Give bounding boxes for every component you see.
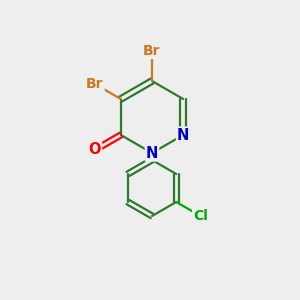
- Text: Br: Br: [86, 77, 104, 91]
- Text: N: N: [146, 146, 158, 160]
- Text: Br: Br: [143, 44, 161, 58]
- Text: Cl: Cl: [193, 209, 208, 223]
- Text: O: O: [88, 142, 101, 158]
- Text: N: N: [177, 128, 189, 142]
